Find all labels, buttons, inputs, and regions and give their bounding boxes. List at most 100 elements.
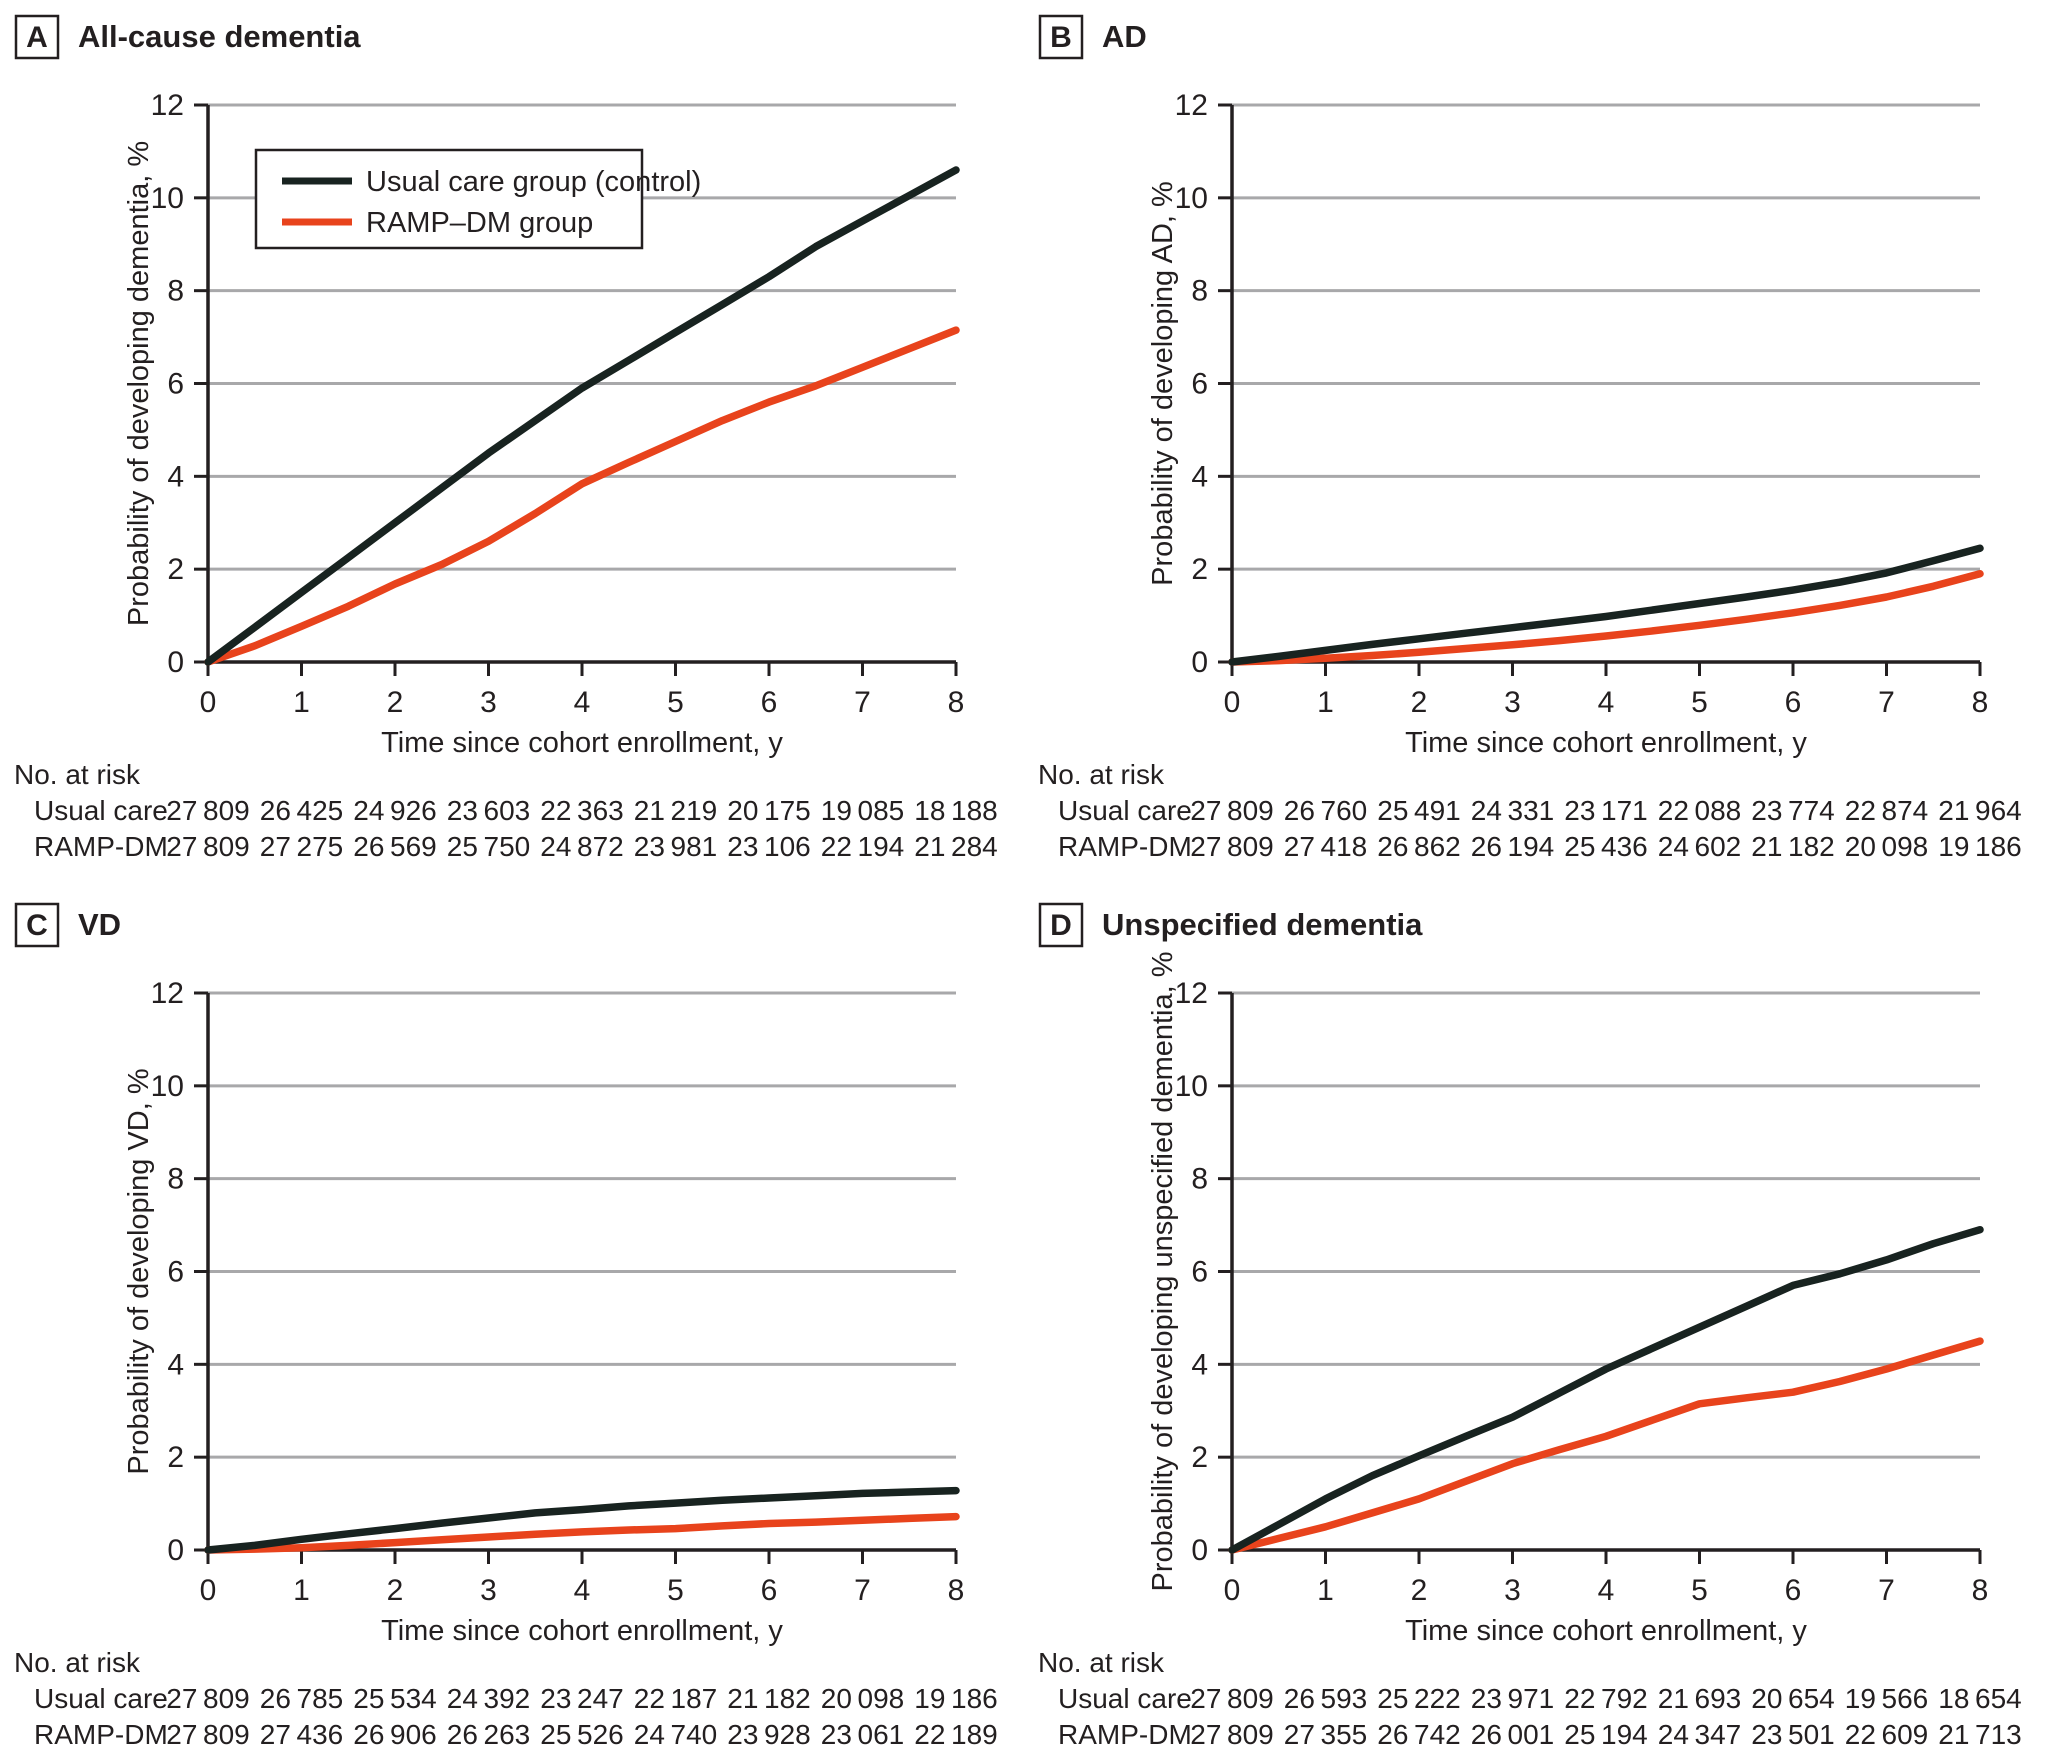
x-axis-title: Time since cohort enrollment, y bbox=[381, 727, 783, 759]
risk-count: 22 189 bbox=[914, 1719, 997, 1750]
y-tick-label: 10 bbox=[151, 1070, 184, 1103]
risk-count: 19 566 bbox=[1845, 1683, 1928, 1714]
risk-count: 22 874 bbox=[1845, 795, 1928, 826]
curve-ramp-dm bbox=[1228, 570, 1984, 666]
y-tick-label: 6 bbox=[1191, 368, 1208, 401]
risk-count: 27 809 bbox=[1190, 795, 1273, 826]
x-tick-label: 3 bbox=[1504, 686, 1521, 719]
risk-count: 23 774 bbox=[1751, 795, 1834, 826]
risk-count: 26 593 bbox=[1284, 1683, 1367, 1714]
risk-count: 25 750 bbox=[447, 831, 530, 862]
x-tick-label: 8 bbox=[1972, 1574, 1989, 1607]
panel-ad: B AD 0 2 4 6 8 10 12 0 1 2 3 4 5 6 7 8 Probability of deve… bbox=[1024, 0, 2048, 888]
risk-count: 24 392 bbox=[447, 1683, 530, 1714]
risk-count: 26 263 bbox=[447, 1719, 530, 1750]
risk-count: 19 085 bbox=[821, 795, 904, 826]
x-tick-label: 8 bbox=[948, 686, 965, 719]
y-tick-label: 0 bbox=[1191, 646, 1208, 679]
curve-ramp-dm bbox=[204, 326, 960, 666]
x-tick-label: 7 bbox=[1878, 1574, 1895, 1607]
panel-letter: A bbox=[26, 21, 48, 54]
x-axis-title: Time since cohort enrollment, y bbox=[381, 1615, 783, 1647]
curve-usual-care bbox=[204, 1486, 960, 1554]
x-tick-label: 5 bbox=[1691, 1574, 1708, 1607]
panel-title: VD bbox=[78, 907, 121, 942]
risk-count: 21 284 bbox=[914, 831, 997, 862]
x-tick-label: 4 bbox=[574, 1574, 591, 1607]
risk-count: 27 809 bbox=[166, 795, 249, 826]
risk-count: 26 862 bbox=[1377, 831, 1460, 862]
y-axis-title: Probability of developing dementia, % bbox=[123, 141, 155, 626]
risk-count: 22 194 bbox=[821, 831, 904, 862]
x-tick-label: 3 bbox=[1504, 1574, 1521, 1607]
risk-count: 23 603 bbox=[447, 795, 530, 826]
risk-count: 27 809 bbox=[1190, 1683, 1273, 1714]
x-tick-label: 6 bbox=[761, 1574, 778, 1607]
x-tick-label: 6 bbox=[1785, 686, 1802, 719]
x-tick-label: 8 bbox=[1972, 686, 1989, 719]
y-tick-label: 4 bbox=[167, 460, 184, 493]
risk-count: 18 188 bbox=[914, 795, 997, 826]
risk-row-label: Usual care bbox=[1058, 795, 1192, 826]
x-tick-label: 6 bbox=[761, 686, 778, 719]
panel-letter-box bbox=[14, 14, 60, 60]
curve-ramp-dm bbox=[1228, 1337, 1984, 1554]
risk-count: 22 088 bbox=[1658, 795, 1741, 826]
y-tick-label: 2 bbox=[1191, 553, 1208, 586]
risk-row-label: RAMP-DM bbox=[34, 1719, 168, 1750]
x-tick-label: 5 bbox=[667, 1574, 684, 1607]
risk-count: 23 061 bbox=[821, 1719, 904, 1750]
x-tick-label: 3 bbox=[480, 1574, 497, 1607]
x-tick-label: 4 bbox=[574, 686, 591, 719]
risk-count: 21 219 bbox=[634, 795, 717, 826]
curve-usual-care bbox=[1228, 544, 1984, 666]
y-axis-title: Probability of developing AD, % bbox=[1147, 181, 1179, 586]
y-tick-label: 2 bbox=[167, 1441, 184, 1474]
risk-count: 21 182 bbox=[1751, 831, 1834, 862]
risk-count: 27 809 bbox=[1190, 1719, 1273, 1750]
panel-letter-box bbox=[1038, 14, 1084, 60]
panel-vd: C VD 0 2 4 6 8 10 12 0 1 2 3 4 5 6 7 8 Probability of deve… bbox=[0, 888, 1024, 1759]
risk-count: 24 926 bbox=[353, 795, 436, 826]
risk-count: 24 872 bbox=[540, 831, 623, 862]
risk-count: 21 713 bbox=[1938, 1719, 2021, 1750]
x-tick-label: 3 bbox=[480, 686, 497, 719]
x-tick-label: 5 bbox=[1691, 686, 1708, 719]
x-tick-label: 6 bbox=[1785, 1574, 1802, 1607]
panel-title: Unspecified dementia bbox=[1102, 907, 1423, 942]
y-tick-label: 12 bbox=[151, 977, 184, 1010]
risk-table-header: No. at risk bbox=[14, 1647, 141, 1678]
risk-row-label: RAMP-DM bbox=[1058, 1719, 1192, 1750]
risk-count: 22 187 bbox=[634, 1683, 717, 1714]
risk-count: 23 501 bbox=[1751, 1719, 1834, 1750]
x-tick-label: 7 bbox=[1878, 686, 1895, 719]
risk-count: 27 418 bbox=[1284, 831, 1367, 862]
risk-count: 24 602 bbox=[1658, 831, 1741, 862]
y-tick-label: 10 bbox=[1175, 182, 1208, 215]
panel-title: AD bbox=[1102, 19, 1147, 54]
risk-count: 27 809 bbox=[166, 831, 249, 862]
panel-letter: D bbox=[1050, 909, 1072, 942]
x-tick-label: 1 bbox=[1317, 686, 1334, 719]
curve-usual-care bbox=[204, 166, 960, 666]
x-tick-label: 0 bbox=[1224, 686, 1241, 719]
x-tick-label: 2 bbox=[387, 1574, 404, 1607]
risk-count: 22 609 bbox=[1845, 1719, 1928, 1750]
risk-count: 20 654 bbox=[1751, 1683, 1834, 1714]
y-tick-label: 8 bbox=[1191, 1163, 1208, 1196]
risk-count: 22 363 bbox=[540, 795, 623, 826]
x-tick-label: 7 bbox=[854, 1574, 871, 1607]
risk-count: 21 693 bbox=[1658, 1683, 1741, 1714]
panel-letter-box bbox=[14, 902, 60, 948]
risk-count: 23 928 bbox=[727, 1719, 810, 1750]
x-axis-title: Time since cohort enrollment, y bbox=[1405, 727, 1807, 759]
y-tick-label: 0 bbox=[167, 646, 184, 679]
risk-count: 27 436 bbox=[260, 1719, 343, 1750]
x-tick-label: 2 bbox=[387, 686, 404, 719]
x-tick-label: 2 bbox=[1411, 1574, 1428, 1607]
y-tick-label: 12 bbox=[1175, 977, 1208, 1010]
x-tick-label: 4 bbox=[1598, 1574, 1615, 1607]
y-tick-label: 8 bbox=[167, 275, 184, 308]
